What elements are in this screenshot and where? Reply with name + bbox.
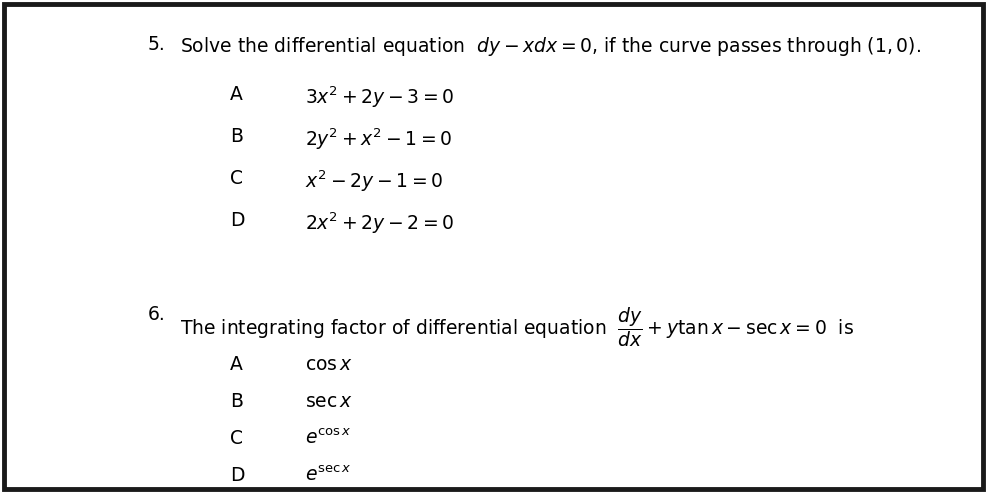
Text: C: C [230, 429, 243, 448]
Text: A: A [230, 355, 243, 374]
Text: $\sec x$: $\sec x$ [305, 392, 353, 411]
Text: $\cos x$: $\cos x$ [305, 355, 352, 374]
Text: 6.: 6. [148, 305, 166, 324]
Text: B: B [230, 127, 243, 146]
Text: $e^{\cos x}$: $e^{\cos x}$ [305, 429, 351, 449]
Text: $2x^2+2y-2=0$: $2x^2+2y-2=0$ [305, 211, 454, 237]
Text: The integrating factor of differential equation  $\dfrac{dy}{dx}+y\tan x-\sec x=: The integrating factor of differential e… [179, 305, 853, 349]
Text: 5.: 5. [148, 35, 166, 54]
Text: $2y^2+x^2-1=0$: $2y^2+x^2-1=0$ [305, 127, 452, 152]
Text: $3x^2+2y-3=0$: $3x^2+2y-3=0$ [305, 85, 454, 110]
Text: D: D [230, 211, 245, 230]
Text: $x^2-2y-1=0$: $x^2-2y-1=0$ [305, 169, 443, 195]
Text: B: B [230, 392, 243, 411]
Text: D: D [230, 466, 245, 485]
Text: Solve the differential equation  $dy-xdx=0$, if the curve passes through $(1,0)$: Solve the differential equation $dy-xdx=… [179, 35, 920, 58]
Text: $e^{\sec x}$: $e^{\sec x}$ [305, 466, 351, 486]
Text: A: A [230, 85, 243, 104]
Text: C: C [230, 169, 243, 188]
